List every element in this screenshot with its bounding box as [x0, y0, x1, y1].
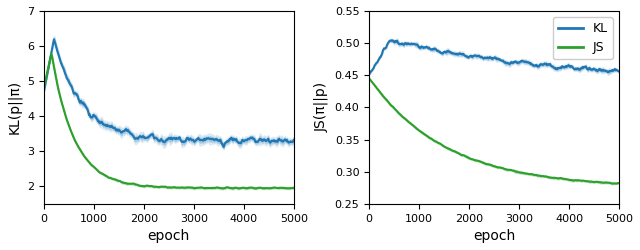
Legend: KL, JS: KL, JS	[553, 17, 613, 59]
Y-axis label: KL(p||π): KL(p||π)	[7, 80, 22, 134]
Y-axis label: JS(π||p): JS(π||p)	[315, 82, 329, 132]
X-axis label: epoch: epoch	[473, 229, 515, 243]
X-axis label: epoch: epoch	[148, 229, 190, 243]
